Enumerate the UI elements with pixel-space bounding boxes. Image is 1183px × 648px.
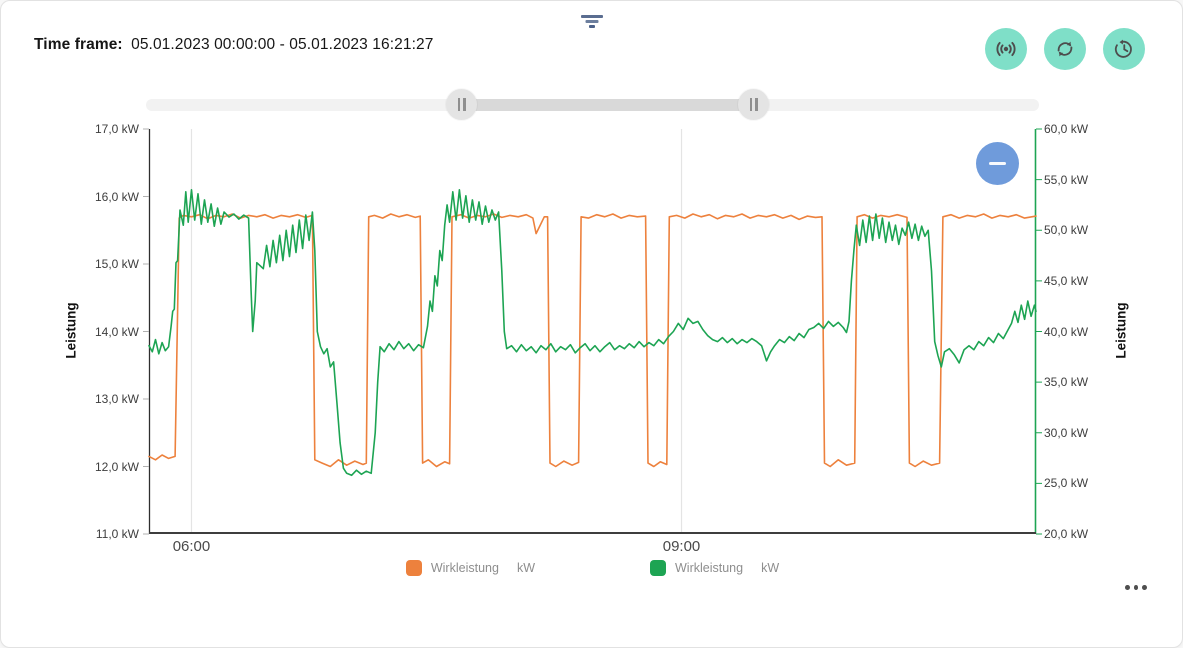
legend-unit: kW	[761, 561, 780, 575]
x-tick-label: 09:00	[662, 538, 701, 555]
legend-item-0[interactable]: Wirkleistung kW	[405, 560, 535, 576]
series-line-1	[148, 188, 1037, 477]
slider-selected-range[interactable]	[461, 99, 754, 111]
history-button[interactable]	[1103, 28, 1145, 70]
live-button[interactable]	[985, 28, 1027, 70]
y-left-tick-label: 15,0 kW	[94, 257, 139, 271]
y-right-tick-label: 50,0 kW	[1044, 223, 1089, 238]
legend-swatch	[650, 560, 666, 576]
time-frame-label: Time frame:	[34, 36, 123, 53]
refresh-icon	[1057, 41, 1073, 57]
y-right-tick-label: 35,0 kW	[1044, 375, 1089, 390]
time-frame-title: Time frame: 05.01.2023 00:00:00 - 05.01.…	[34, 36, 433, 54]
legend-label: Wirkleistung	[675, 561, 744, 575]
y-left-tick-label: 16,0 kW	[94, 189, 139, 204]
x-tick-label: 06:00	[172, 538, 211, 555]
y-right-tick-label: 20,0 kW	[1044, 527, 1089, 541]
legend-unit: kW	[516, 561, 535, 575]
ellipsis-icon	[1133, 584, 1139, 590]
legend-item-1[interactable]: Wirkleistung kW	[650, 560, 779, 576]
y-left-tick-label: 13,0 kW	[94, 392, 139, 406]
history-icon	[1114, 39, 1132, 58]
slider-handle-start[interactable]	[446, 89, 478, 120]
refresh-button[interactable]	[1044, 28, 1086, 70]
more-menu-button[interactable]	[1119, 579, 1153, 595]
y-right-axis-title: Leistung	[1113, 302, 1129, 359]
y-right-tick-label: 45,0 kW	[1044, 273, 1089, 288]
time-frame-value: 05.01.2023 00:00:00 - 05.01.2023 16:21:2…	[131, 36, 434, 53]
filter-icon[interactable]	[570, 13, 614, 35]
y-left-tick-label: 12,0 kW	[94, 459, 139, 474]
y-right-tick-label: 55,0 kW	[1044, 172, 1089, 187]
series-line-0	[148, 213, 1037, 468]
legend-label: Wirkleistung	[430, 561, 499, 575]
slider-handle-end[interactable]	[738, 89, 770, 120]
filter-bar	[589, 25, 595, 28]
chart-legend: Wirkleistung kW Wirkleistung kW	[149, 560, 1036, 576]
y-left-tick-label: 14,0 kW	[94, 324, 139, 339]
time-range-slider[interactable]	[146, 89, 1039, 120]
y-left-tick-label: 17,0 kW	[94, 122, 139, 136]
broadcast-icon	[996, 41, 1016, 57]
ellipsis-icon	[1142, 584, 1148, 590]
y-right-tick-label: 25,0 kW	[1044, 476, 1089, 491]
y-right-tick-label: 60,0 kW	[1044, 122, 1089, 136]
filter-bar	[585, 20, 599, 23]
legend-swatch	[405, 560, 422, 576]
filter-bar	[581, 15, 603, 18]
zoom-out-button[interactable]	[976, 142, 1019, 185]
chart-plot-area	[143, 128, 1042, 535]
minus-icon	[989, 162, 1006, 165]
ellipsis-icon	[1125, 584, 1130, 590]
y-right-tick-label: 40,0 kW	[1044, 324, 1089, 339]
y-right-tick-label: 30,0 kW	[1044, 425, 1089, 440]
y-left-tick-label: 11,0 kW	[95, 527, 139, 541]
